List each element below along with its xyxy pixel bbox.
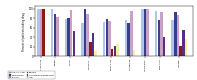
Bar — [130, 11, 133, 56]
Bar — [179, 46, 182, 56]
Bar — [106, 19, 108, 56]
Bar — [81, 23, 84, 56]
Bar — [182, 30, 185, 56]
Bar — [56, 17, 59, 56]
Bar — [127, 23, 130, 56]
Bar — [95, 51, 97, 56]
Bar — [40, 9, 42, 56]
Bar — [177, 15, 179, 56]
Y-axis label: Percent of patients taking drug: Percent of patients taking drug — [22, 12, 26, 51]
Bar — [144, 9, 146, 56]
Bar — [174, 12, 177, 56]
Bar — [125, 20, 127, 56]
Bar — [116, 44, 119, 56]
Bar — [84, 9, 86, 56]
Bar — [155, 11, 157, 56]
Bar — [147, 9, 149, 56]
Bar — [158, 20, 160, 56]
Bar — [89, 42, 92, 56]
Legend: ACE-I or ARB, Beta-blocker, Diuretic, Digoxin, Aldosterone antagonist, ARB: ACE-I or ARB, Beta-blocker, Diuretic, Di… — [8, 71, 55, 79]
Bar — [67, 18, 70, 56]
Bar — [86, 14, 89, 56]
Bar — [54, 14, 56, 56]
Bar — [114, 46, 116, 56]
Bar — [185, 39, 187, 56]
Bar — [108, 21, 111, 56]
Bar — [171, 20, 174, 56]
Bar — [111, 49, 113, 56]
Bar — [51, 9, 53, 56]
Bar — [103, 22, 105, 56]
Bar — [133, 50, 135, 56]
Bar — [92, 33, 94, 56]
Bar — [73, 31, 75, 56]
Bar — [37, 9, 40, 56]
Bar — [160, 12, 163, 56]
Bar — [141, 9, 144, 56]
Bar — [70, 10, 72, 56]
Bar — [163, 37, 165, 56]
Bar — [42, 9, 45, 56]
Bar — [65, 19, 67, 56]
